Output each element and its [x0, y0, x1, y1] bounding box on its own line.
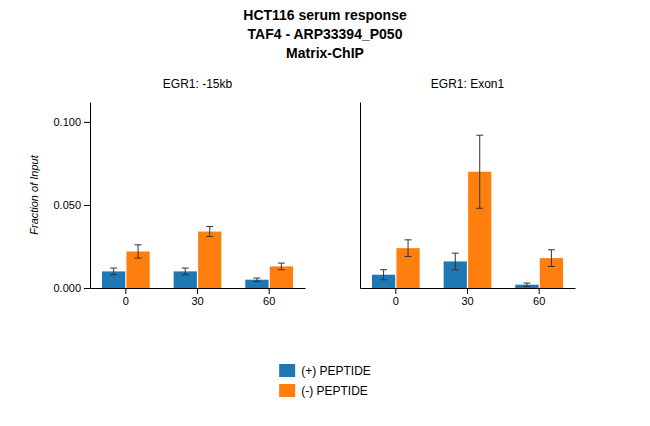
tick-mark [125, 288, 126, 294]
axis-line [360, 103, 361, 289]
bar [198, 232, 221, 288]
error-bar [182, 268, 189, 275]
tick-label: 60 [533, 295, 545, 307]
axis-title: Fraction of Input [28, 154, 40, 234]
tick-label: 0 [393, 295, 399, 307]
tick: 0 [393, 288, 399, 307]
y-axis [360, 103, 361, 289]
title-group: HCT116 serum response TAF4 - ARP33394_P05… [243, 7, 407, 61]
subplot-title: EGR1: -15kb [163, 77, 233, 91]
tick: 0.050 [53, 199, 90, 211]
subplot: EGR1: Exon1 0 30 60 [361, 77, 576, 307]
error-bar [135, 245, 142, 258]
series [396, 135, 563, 288]
error-bar [253, 278, 260, 281]
subplot-title: EGR1: Exon1 [431, 77, 505, 91]
error-bar [278, 263, 285, 270]
axis-line [90, 103, 91, 289]
tick-label: 30 [461, 295, 473, 307]
tick-mark [539, 288, 540, 294]
error-bar [206, 227, 213, 237]
tick-mark [84, 205, 90, 206]
x-axis: 0 30 60 [91, 288, 306, 307]
legend-item: (+) PEPTIDE [279, 364, 371, 378]
tick-mark [395, 288, 396, 294]
chart: HCT116 serum response TAF4 - ARP33394_P05… [0, 0, 650, 426]
tick-label: 0.000 [53, 282, 81, 294]
tick: 30 [461, 288, 473, 307]
error-bar [548, 250, 555, 267]
y-axis: 0.000 0.050 0.100 [53, 103, 90, 295]
legend-item: (-) PEPTIDE [279, 384, 368, 398]
tick: 30 [191, 288, 203, 307]
legend-swatch [279, 364, 295, 377]
tick-mark [84, 122, 90, 123]
tick-mark [467, 288, 468, 294]
title: TAF4 - ARP33394_P050 [248, 26, 403, 42]
series [126, 227, 293, 288]
tick-label: 0.100 [53, 116, 81, 128]
tick-mark [197, 288, 198, 294]
tick: 0.100 [53, 116, 90, 128]
legend-swatch [279, 384, 295, 397]
error-bar [523, 283, 530, 286]
legend-label: (-) PEPTIDE [301, 384, 368, 398]
subplot: EGR1: -15kb 0 30 60 0.000 0.050 0.100 Fraction … [28, 77, 306, 307]
title: Matrix-ChIP [286, 45, 364, 61]
legend-label: (+) PEPTIDE [301, 364, 371, 378]
tick-label: 30 [191, 295, 203, 307]
tick: 0 [123, 288, 129, 307]
marks [372, 135, 563, 288]
tick: 60 [263, 288, 275, 307]
error-bar [110, 268, 117, 275]
error-bar [452, 253, 459, 270]
title: HCT116 serum response [243, 7, 407, 23]
error-bar [380, 270, 387, 280]
error-bar [476, 135, 483, 208]
marks [102, 227, 293, 288]
tick: 60 [533, 288, 545, 307]
tick: 0.000 [53, 282, 90, 294]
x-axis: 0 30 60 [361, 288, 576, 307]
tick-mark [84, 288, 90, 289]
legend: (+) PEPTIDE (-) PEPTIDE [279, 364, 371, 398]
tick-label: 0.050 [53, 199, 81, 211]
tick-label: 60 [263, 295, 275, 307]
tick-mark [269, 288, 270, 294]
error-bar [405, 240, 412, 257]
tick-label: 0 [123, 295, 129, 307]
